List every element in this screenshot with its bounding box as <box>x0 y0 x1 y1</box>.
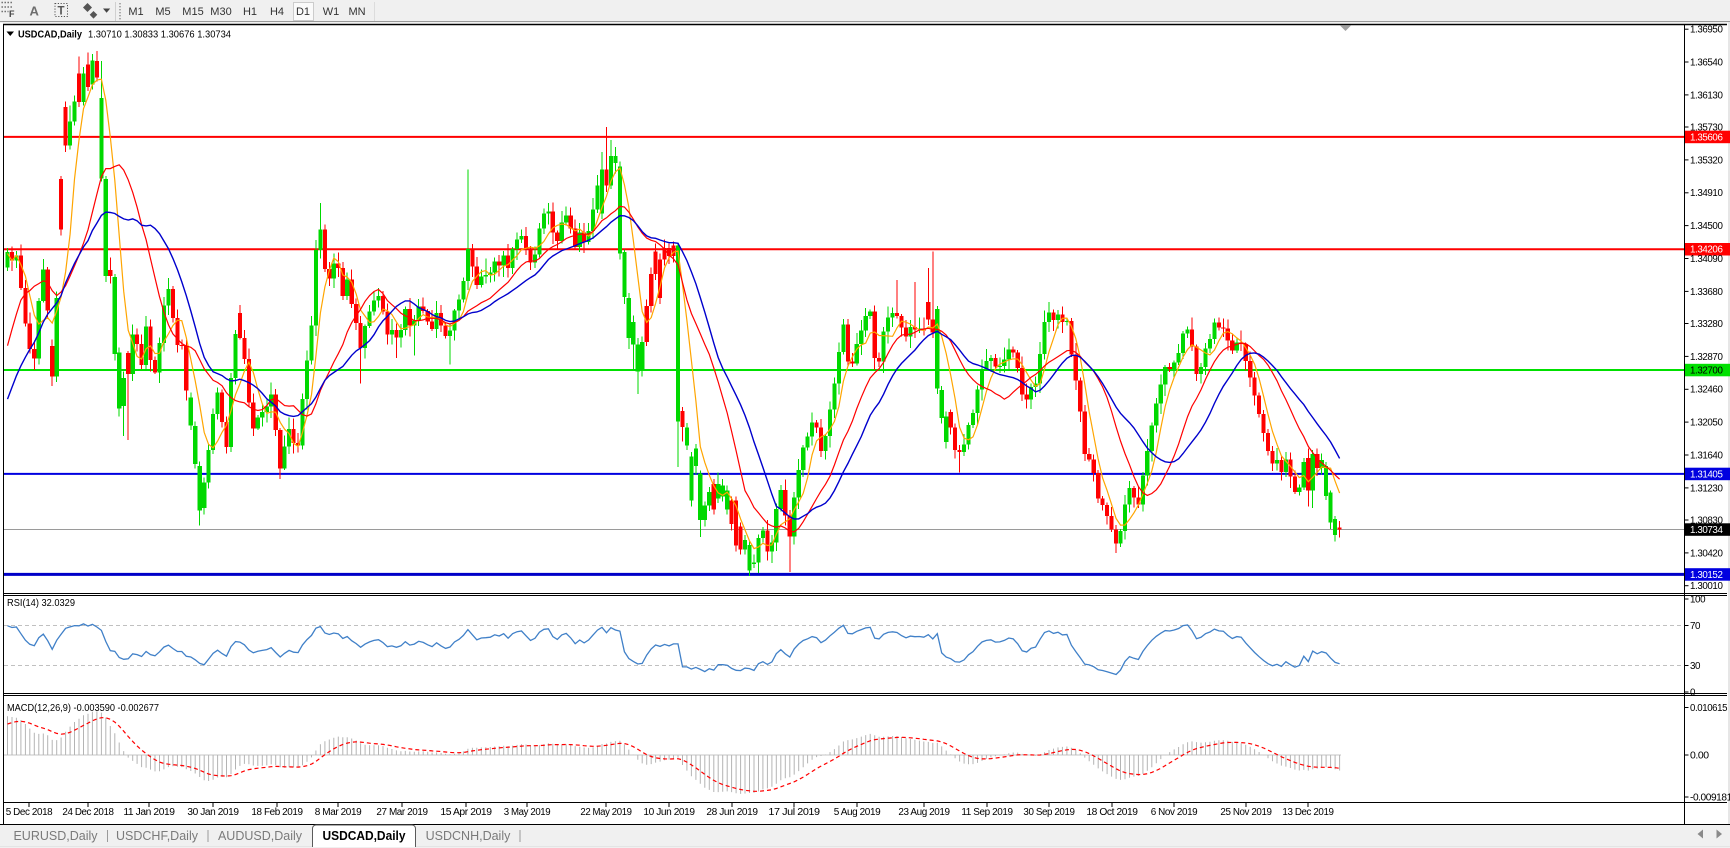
svg-text:3 May 2019: 3 May 2019 <box>504 807 551 818</box>
svg-text:MN: MN <box>348 6 365 18</box>
svg-text:30 Jan 2019: 30 Jan 2019 <box>187 807 238 818</box>
svg-text:RSI(14) 32.0329: RSI(14) 32.0329 <box>7 597 75 609</box>
svg-text:1.30734: 1.30734 <box>1690 525 1723 536</box>
svg-text:100: 100 <box>1690 594 1706 605</box>
svg-text:0.00: 0.00 <box>1690 750 1710 761</box>
svg-text:MACD(12,26,9) -0.003590 -0.002: MACD(12,26,9) -0.003590 -0.002677 <box>7 702 159 714</box>
svg-text:USDCAD,Daily: USDCAD,Daily <box>323 829 406 843</box>
svg-text:1.36540: 1.36540 <box>1690 57 1723 68</box>
svg-text:1.36130: 1.36130 <box>1690 90 1723 101</box>
svg-text:28 Jun 2019: 28 Jun 2019 <box>706 807 757 818</box>
svg-text:F: F <box>9 9 15 19</box>
svg-text:24 Dec 2018: 24 Dec 2018 <box>62 807 114 818</box>
svg-text:1.35606: 1.35606 <box>1690 132 1723 143</box>
svg-text:22 May 2019: 22 May 2019 <box>580 807 631 818</box>
svg-text:27 Mar 2019: 27 Mar 2019 <box>376 807 427 818</box>
svg-text:1.34910: 1.34910 <box>1690 188 1723 199</box>
svg-text:1.30830: 1.30830 <box>1690 515 1723 526</box>
svg-text:W1: W1 <box>323 6 340 18</box>
svg-text:1.32870: 1.32870 <box>1690 352 1723 363</box>
svg-text:AUDUSD,Daily: AUDUSD,Daily <box>218 829 303 843</box>
svg-text:13 Dec 2019: 13 Dec 2019 <box>1282 807 1333 818</box>
svg-text:1.31640: 1.31640 <box>1690 450 1723 461</box>
svg-text:10 Jun 2019: 10 Jun 2019 <box>643 807 694 818</box>
svg-text:1.30710 1.30833 1.30676 1.3073: 1.30710 1.30833 1.30676 1.30734 <box>88 29 231 41</box>
svg-text:1.32700: 1.32700 <box>1690 365 1723 376</box>
svg-text:1.31230: 1.31230 <box>1690 483 1723 494</box>
svg-text:M15: M15 <box>182 6 203 18</box>
svg-text:11 Sep 2019: 11 Sep 2019 <box>961 807 1012 818</box>
svg-text:1.36950: 1.36950 <box>1690 25 1723 36</box>
svg-text:USDCNH,Daily: USDCNH,Daily <box>426 829 511 843</box>
svg-text:1.33680: 1.33680 <box>1690 287 1723 298</box>
svg-text:1.33280: 1.33280 <box>1690 319 1723 330</box>
svg-text:-0.009181: -0.009181 <box>1690 792 1730 803</box>
svg-text:18 Feb 2019: 18 Feb 2019 <box>251 807 302 818</box>
svg-text:1.35730: 1.35730 <box>1690 122 1723 133</box>
svg-text:A: A <box>30 4 40 19</box>
svg-text:M30: M30 <box>210 6 231 18</box>
svg-text:5 Aug 2019: 5 Aug 2019 <box>834 807 881 818</box>
svg-text:30: 30 <box>1690 661 1701 672</box>
svg-text:18 Oct 2019: 18 Oct 2019 <box>1086 807 1137 818</box>
svg-text:1.30010: 1.30010 <box>1690 581 1723 592</box>
svg-text:30 Sep 2019: 30 Sep 2019 <box>1023 807 1074 818</box>
svg-text:1.32050: 1.32050 <box>1690 418 1723 429</box>
svg-text:0: 0 <box>1690 687 1696 698</box>
svg-text:1.34206: 1.34206 <box>1690 245 1723 256</box>
svg-text:15 Apr 2019: 15 Apr 2019 <box>440 807 491 818</box>
svg-text:0.010615: 0.010615 <box>1690 703 1728 714</box>
svg-text:USDCAD,Daily: USDCAD,Daily <box>18 29 82 41</box>
svg-text:8 Mar 2019: 8 Mar 2019 <box>315 807 362 818</box>
svg-text:1.34090: 1.34090 <box>1690 254 1723 265</box>
svg-text:D1: D1 <box>296 6 310 18</box>
svg-text:H1: H1 <box>243 6 257 18</box>
svg-text:11 Jan 2019: 11 Jan 2019 <box>123 807 174 818</box>
svg-text:1.30152: 1.30152 <box>1690 570 1723 581</box>
svg-text:5 Dec 2018: 5 Dec 2018 <box>6 807 53 818</box>
svg-text:EURUSD,Daily: EURUSD,Daily <box>13 829 98 843</box>
svg-text:USDCHF,Daily: USDCHF,Daily <box>116 829 199 843</box>
svg-text:17 Jul 2019: 17 Jul 2019 <box>768 807 819 818</box>
svg-text:H4: H4 <box>270 6 284 18</box>
svg-text:23 Aug 2019: 23 Aug 2019 <box>898 807 949 818</box>
svg-text:1.31405: 1.31405 <box>1690 469 1723 480</box>
svg-text:1.34500: 1.34500 <box>1690 221 1723 232</box>
svg-text:1.30420: 1.30420 <box>1690 548 1723 559</box>
svg-text:1.35320: 1.35320 <box>1690 155 1723 166</box>
svg-text:M1: M1 <box>128 6 143 18</box>
svg-text:T: T <box>58 6 65 18</box>
svg-text:25 Nov 2019: 25 Nov 2019 <box>1220 807 1271 818</box>
svg-text:M5: M5 <box>155 6 170 18</box>
svg-text:70: 70 <box>1690 621 1701 632</box>
svg-text:6 Nov 2019: 6 Nov 2019 <box>1151 807 1198 818</box>
svg-text:1.32460: 1.32460 <box>1690 385 1723 396</box>
